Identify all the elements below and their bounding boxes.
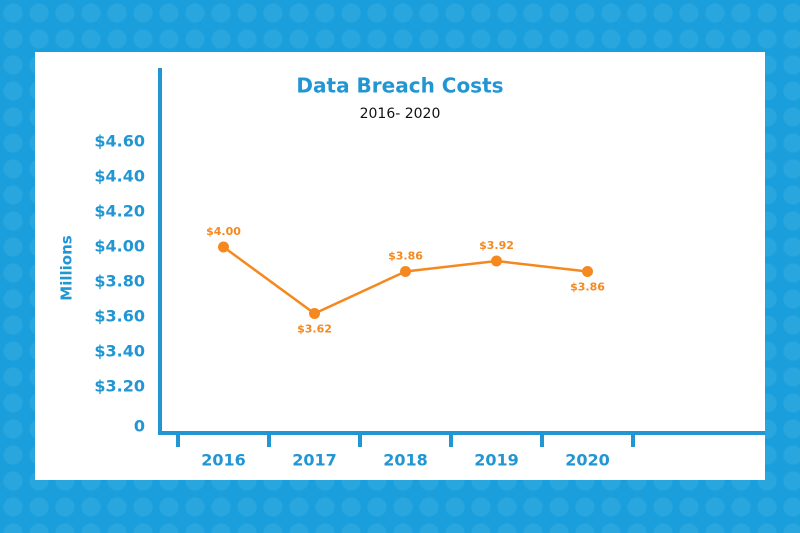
y-tick-label: $3.60: [94, 307, 145, 326]
data-label: $3.92: [479, 239, 514, 252]
y-tick-label: $4.00: [94, 237, 145, 256]
y-tick-label: 0: [134, 417, 145, 436]
point: [309, 308, 320, 319]
point: [491, 255, 502, 267]
x-tick-label: 2020: [565, 451, 610, 470]
y-tick-label: $4.20: [94, 202, 145, 221]
data-label: $3.86: [388, 250, 423, 263]
panel: [35, 52, 765, 480]
data-label: $3.86: [570, 281, 605, 294]
x-tick-label: 2017: [292, 451, 337, 470]
x-tick-label: 2016: [201, 451, 246, 470]
y-tick-label: $4.60: [94, 132, 145, 151]
y-tick-label: $3.40: [94, 342, 145, 361]
point: [582, 266, 593, 277]
x-tick-label: 2019: [474, 451, 519, 470]
chart-subtitle: 2016- 2020: [360, 106, 441, 122]
y-tick-label: $3.80: [94, 272, 145, 291]
data-label: $4.00: [206, 225, 241, 238]
point: [400, 266, 411, 277]
data-label: $3.62: [297, 323, 332, 336]
y-axis-label: Millions: [58, 235, 76, 300]
chart-title: Data Breach Costs: [296, 74, 503, 98]
point: [218, 241, 229, 253]
x-tick-label: 2018: [383, 451, 428, 470]
y-tick-label: $4.40: [94, 167, 145, 186]
y-tick-label: $3.20: [94, 377, 145, 396]
